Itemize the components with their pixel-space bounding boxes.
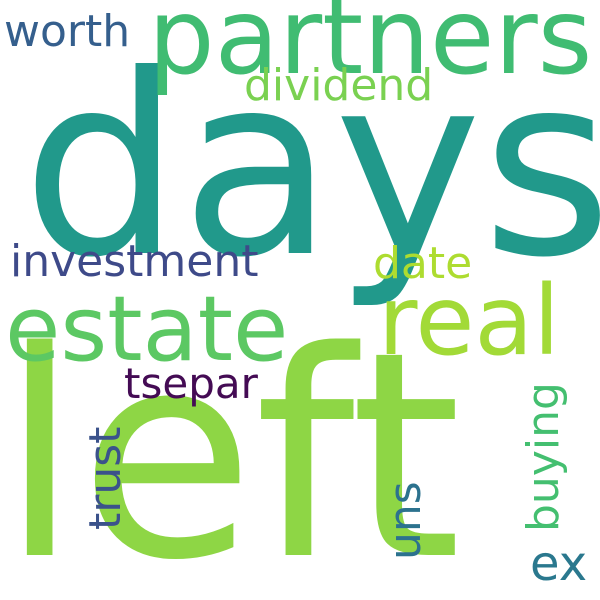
word-buying: buying [518, 382, 569, 532]
word-partners: partners [148, 0, 593, 98]
word-dividend: dividend [244, 60, 434, 111]
word-ex: ex [530, 536, 588, 592]
word-investment: investment [10, 236, 259, 287]
word-uns: uns [380, 481, 431, 560]
word-date: date [373, 238, 473, 289]
word-estate: estate [5, 277, 289, 382]
word-tsepar: tsepar [124, 359, 258, 408]
word-days: days [22, 21, 600, 312]
word-trust: trust [80, 426, 131, 530]
word-left: left [0, 291, 462, 600]
word-worth: worth [4, 6, 131, 57]
word-real: real [378, 265, 560, 377]
